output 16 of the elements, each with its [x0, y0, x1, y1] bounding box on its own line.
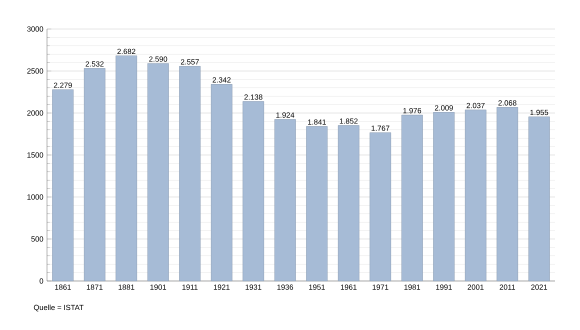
- bar: [274, 119, 296, 282]
- bar: [464, 110, 486, 282]
- bar: [116, 56, 138, 282]
- bar: [338, 125, 360, 282]
- bar: [179, 66, 201, 282]
- bar: [242, 101, 264, 282]
- bar: [401, 114, 423, 282]
- bar: [52, 89, 74, 282]
- bar: [528, 116, 550, 282]
- bar: [496, 107, 518, 282]
- bar: [306, 126, 328, 282]
- bar: [84, 68, 106, 282]
- bar: [433, 112, 455, 282]
- bar: [370, 132, 392, 282]
- bar: [210, 84, 232, 282]
- bar: [147, 63, 169, 282]
